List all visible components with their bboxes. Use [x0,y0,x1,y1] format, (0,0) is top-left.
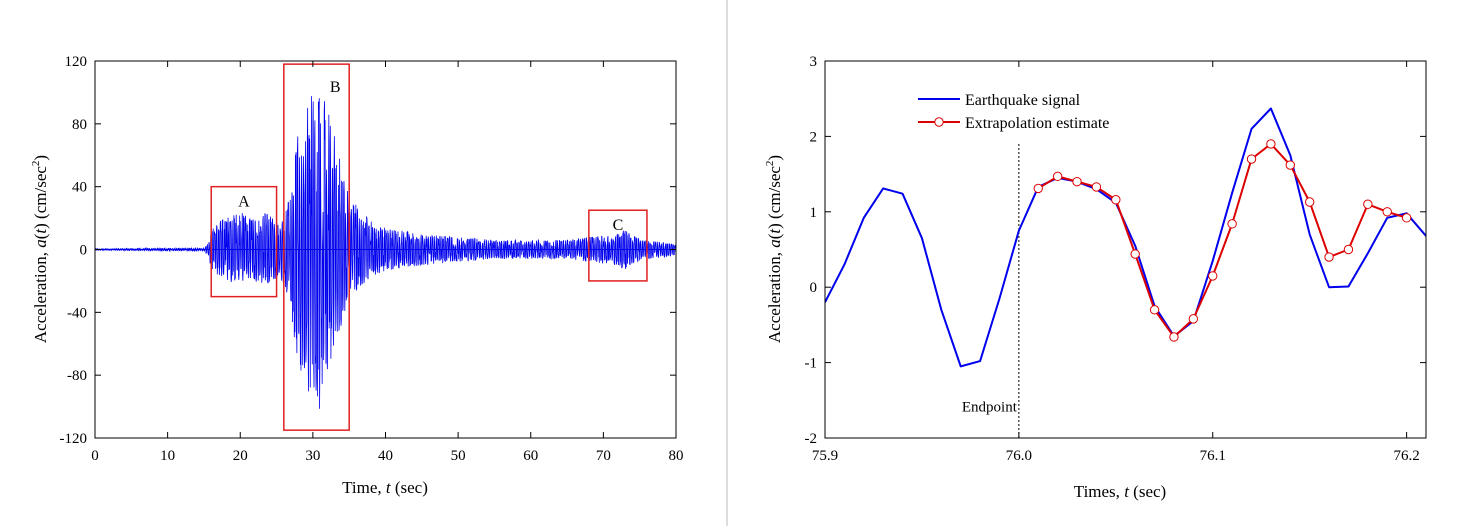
x-tick-label-right: 76.1 [1200,448,1226,464]
extrapolation-point [1246,154,1257,164]
extrapolation-point [1382,207,1392,217]
x-tick-label-left: 0 [91,448,99,464]
x-tick-label-right: 76.0 [1006,448,1032,464]
region-box-a [210,185,278,298]
region-label-b: B [330,79,341,96]
legend-label-extrapolation-estimate: Extrapolation estimate [965,115,1109,132]
x-axis-ticks-right: 75.9 76.0 76.1 76.2 [812,61,1420,464]
y-tick-label-left: 40 [72,180,87,196]
x-tick-label-left: 40 [378,448,393,464]
y-tick-label-right: 3 [810,54,818,70]
extrapolation-point [1052,171,1063,182]
legend-label-earthquake-signal: Earthquake signal [965,92,1081,109]
legend-marker-extrapolation-estimate [934,117,944,127]
y-tick-label-right: 1 [810,205,818,221]
region-label-a: A [238,194,250,211]
y-tick-label-left: 80 [72,117,87,133]
chart-right: Endpoint 75.9 76.0 76.1 76.2 -2 -1 0 1 2 3 Earth… [764,54,1427,501]
x-tick-label-left: 60 [523,448,538,464]
x-tick-label-left: 70 [596,448,611,464]
x-tick-label-left: 30 [305,448,320,464]
y-tick-label-right: -2 [805,431,818,447]
region-boxes: A B C [210,63,648,431]
y-tick-label-left: -120 [60,431,88,447]
extrapolation-point [1149,305,1160,315]
extrapolation-point [1188,314,1199,324]
extrapolation-point [1208,271,1218,281]
extrapolation-point [1130,249,1140,259]
extrapolation-point [1072,176,1082,187]
y-tick-label-right: 2 [810,129,818,145]
extrapolation-point [1304,197,1315,207]
extrapolation-point [1169,332,1179,342]
endpoint-label: Endpoint [962,400,1018,416]
extrapolation-point [1091,182,1102,192]
y-tick-label-left: -80 [67,368,87,384]
y-tick-label-left: 0 [80,243,88,259]
extrapolation-point [1033,183,1043,194]
region-box-b [283,63,350,431]
y-axis-ticks-left: -120 -80 -40 0 40 80 120 [60,54,676,447]
x-tick-label-right: 75.9 [812,448,838,464]
extrapolation-point [1401,213,1412,223]
series-earthquake-signal [825,107,1426,368]
legend: Earthquake signal Extrapolation estimate [918,92,1109,132]
x-axis-label-left: Time, t (sec) [342,478,428,497]
extrapolation-point [1266,139,1276,149]
extrapolation-point [1111,195,1121,205]
endpoint-marker: Endpoint [962,143,1020,438]
y-axis-label-right: Acceleration, a(t) (cm/sec2) [764,155,784,343]
series-acceleration-record [95,96,676,409]
x-tick-label-left: 20 [233,448,248,464]
extrapolation-point [1227,219,1237,229]
x-tick-label-left: 80 [669,448,684,464]
series-extrapolation-estimate [1037,142,1407,338]
x-axis-label-right: Times, t (sec) [1074,482,1166,501]
y-tick-label-right: 0 [810,280,818,296]
region-label-c: C [613,217,624,234]
x-tick-label-left: 50 [451,448,466,464]
extrapolation-point [1285,160,1295,170]
chart-left: A B C 0 10 20 30 40 50 60 70 80 -120 -80 -40 0 40 80 120… [30,54,684,497]
y-axis-label-left: Acceleration, a(t) (cm/sec2) [30,155,50,343]
extrapolation-point [1363,199,1373,209]
x-tick-label-right: 76.2 [1393,448,1419,464]
y-tick-label-right: -1 [805,356,818,372]
y-tick-label-left: -40 [67,305,87,321]
x-tick-label-left: 10 [160,448,175,464]
plot-frame-left [94,60,677,439]
series-group-right [825,107,1426,368]
y-tick-label-left: 120 [65,54,88,70]
plot-frame-right [824,60,1427,439]
y-axis-ticks-right: -2 -1 0 1 2 3 [805,54,1426,447]
region-box-c [588,209,648,282]
extrapolation-point [1324,252,1334,262]
x-axis-ticks-left: 0 10 20 30 40 50 60 70 80 [91,61,684,464]
extrapolation-point [1343,244,1354,255]
